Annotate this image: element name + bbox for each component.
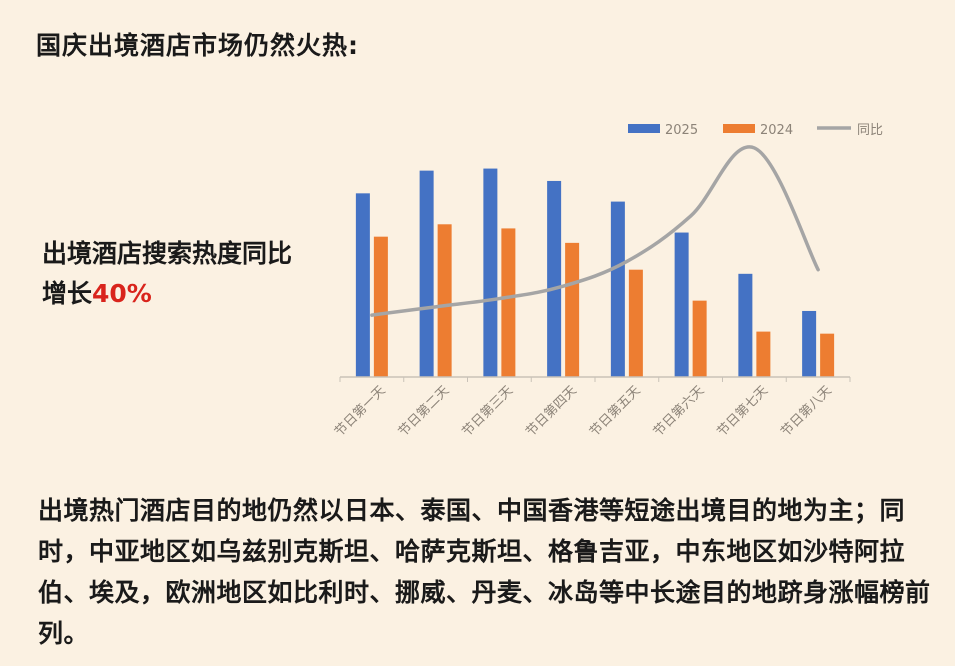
- bar-2025-2: [419, 170, 434, 377]
- bars-layer: [355, 168, 835, 377]
- yoy-line-layer: [370, 145, 820, 317]
- bar-2024-5: [628, 269, 643, 377]
- bar-2025-6: [674, 232, 689, 377]
- x-tick-labels: 节日第一天 节日第二天 节日第三天 节日第四天 节日第五天 节日第六天 节日第七天 节日第八天: [332, 383, 835, 440]
- bar-2024-4: [565, 242, 580, 377]
- bar-2024-8: [820, 333, 835, 377]
- bar-2024-6: [692, 300, 707, 377]
- bar-2025-3: [483, 168, 498, 377]
- hotel-search-chart: 节日第一天 节日第二天 节日第三天 节日第四天 节日第五天 节日第六天 节日第七天 节日第八天…: [332, 123, 883, 440]
- growth-percent: 40%: [92, 279, 152, 308]
- legend-swatch-2024: [723, 124, 755, 133]
- x-label-4: 节日第四天: [523, 383, 580, 440]
- bar-2025-7: [738, 273, 753, 377]
- legend-label-1: 2025: [665, 123, 698, 138]
- yoy-line: [370, 145, 820, 317]
- chart-legend: 2025 2024 同比: [628, 123, 883, 138]
- bar-2024-1: [373, 236, 388, 377]
- x-label-6: 节日第六天: [651, 383, 708, 440]
- search-heat-note: 出境酒店搜索热度同比增长40%: [42, 234, 292, 314]
- x-label-7: 节日第七天: [715, 383, 772, 440]
- x-label-1: 节日第一天: [332, 383, 389, 440]
- bar-2024-3: [501, 228, 516, 377]
- bar-2025-5: [610, 201, 625, 377]
- bar-2025-1: [355, 193, 370, 377]
- search-heat-text: 出境酒店搜索热度同比增长: [42, 239, 293, 308]
- bar-2024-7: [756, 331, 771, 377]
- legend-label-3: 同比: [857, 123, 883, 138]
- bar-2024-2: [437, 224, 452, 377]
- x-tick-marks: [339, 377, 851, 382]
- x-label-2: 节日第二天: [396, 383, 453, 440]
- bar-2025-4: [547, 180, 562, 377]
- x-label-3: 节日第三天: [460, 383, 517, 440]
- legend-label-2: 2024: [760, 123, 793, 138]
- x-label-5: 节日第五天: [587, 383, 644, 440]
- legend-swatch-2025: [628, 124, 660, 133]
- destinations-paragraph: 出境热门酒店目的地仍然以日本、泰国、中国香港等短途出境目的地为主；同时，中亚地区…: [38, 496, 931, 648]
- x-label-8: 节日第八天: [778, 383, 835, 440]
- bar-2025-8: [802, 310, 817, 377]
- page-title: 国庆出境酒店市场仍然火热:: [36, 31, 359, 60]
